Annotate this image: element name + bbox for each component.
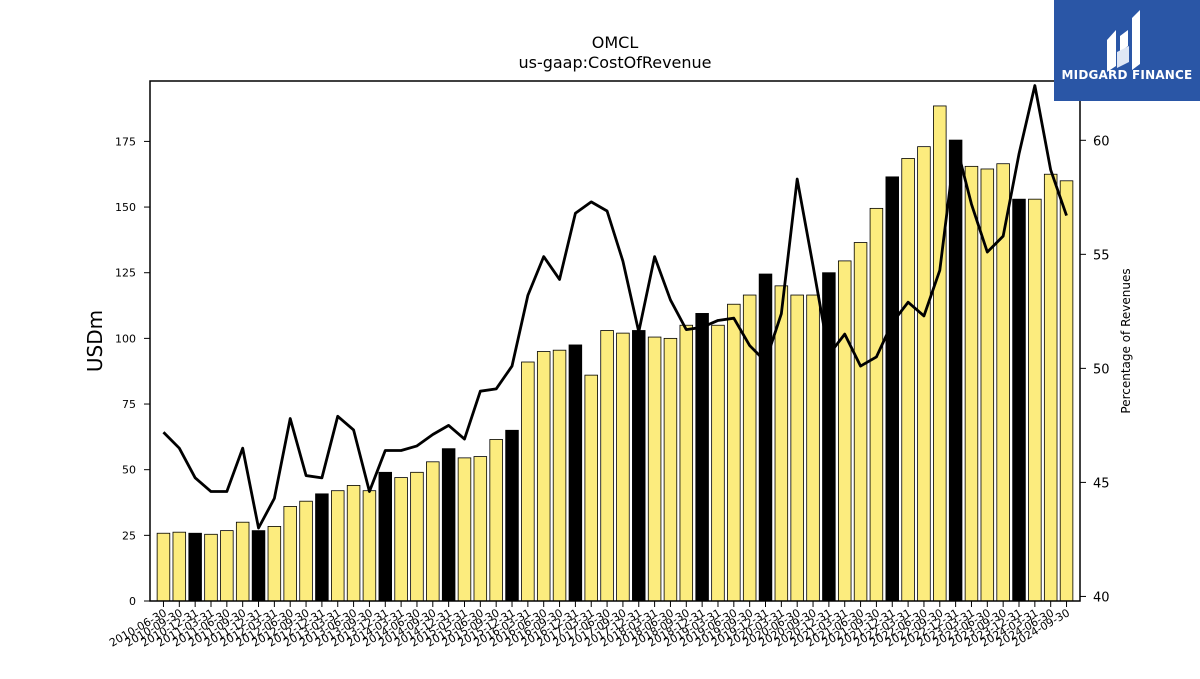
x-axis: 2010-06-302010-09-302010-12-312011-03-31… [107, 601, 1072, 650]
bar [616, 332, 630, 602]
bar [632, 330, 646, 602]
bar [505, 429, 519, 602]
bar [600, 330, 614, 602]
y-tick-label: 150 [115, 201, 136, 214]
line-series [162, 84, 1068, 530]
y2-tick-label: 45 [1093, 476, 1110, 491]
bar [552, 349, 567, 602]
brand-logo: MIDGARD FINANCE [1054, 0, 1200, 101]
bar [948, 139, 963, 602]
bar [1028, 198, 1042, 602]
bar [568, 344, 583, 602]
y-tick-label: 25 [122, 529, 136, 542]
bar [283, 506, 297, 602]
bar [251, 530, 266, 602]
y2-tick-label: 50 [1093, 362, 1110, 377]
bar [806, 294, 820, 602]
bar [473, 456, 488, 602]
bar [1059, 180, 1074, 602]
bar [267, 526, 282, 602]
bar [917, 146, 931, 602]
bar [774, 285, 789, 602]
y-axis-left: 0 25 50 75 100 125 150 175 [115, 135, 150, 608]
bar [457, 457, 472, 602]
bar [220, 530, 234, 602]
bar [853, 242, 868, 602]
y-tick-label: 0 [129, 595, 136, 608]
bar [695, 313, 709, 602]
bar [315, 493, 329, 602]
y-tick-label: 100 [115, 332, 136, 345]
series-line [162, 84, 1068, 530]
bar [362, 490, 377, 602]
bar [331, 490, 345, 602]
bar [235, 521, 250, 602]
y2-tick-label: 60 [1093, 134, 1110, 149]
y-tick-label: 125 [115, 267, 136, 280]
brand-name: MIDGARD FINANCE [1061, 68, 1193, 82]
y-tick-label: 50 [122, 464, 136, 477]
y-tick-label: 175 [115, 135, 136, 148]
y2-tick-label: 40 [1093, 590, 1110, 605]
y-tick-label: 75 [122, 398, 136, 411]
bar [742, 294, 757, 602]
bar [727, 303, 741, 602]
bar [1012, 198, 1026, 602]
bar [584, 374, 598, 602]
bar [204, 533, 218, 602]
plot-frame [149, 80, 1081, 602]
bar [933, 105, 947, 602]
bar [758, 273, 773, 602]
midgard-logo-icon [1107, 10, 1140, 72]
bar [647, 336, 662, 602]
bar [901, 158, 915, 602]
bar [885, 176, 899, 602]
bar [346, 485, 361, 602]
bar [711, 324, 725, 602]
bar [521, 361, 535, 602]
y2-tick-label: 55 [1093, 248, 1110, 263]
bar [410, 471, 424, 602]
bar [980, 168, 995, 602]
bar [156, 532, 171, 602]
bar [837, 260, 852, 602]
y-axis-right: 40 45 50 55 60 [1080, 134, 1110, 605]
bar [172, 531, 187, 602]
bar [299, 500, 313, 602]
bar [869, 207, 884, 602]
bar [790, 294, 804, 602]
bar [441, 448, 456, 602]
bar [536, 351, 551, 602]
chart-subtitle: us-gaap:CostOfRevenue [518, 53, 711, 72]
bar [378, 471, 393, 602]
y-axis-label: USDm [83, 310, 107, 372]
bar [1043, 173, 1058, 602]
bar [188, 532, 202, 602]
bar-series [156, 105, 1074, 602]
bar [663, 337, 678, 602]
bar [394, 477, 408, 602]
axes [149, 80, 1081, 602]
bar [964, 165, 979, 602]
bar [679, 324, 694, 602]
bar [426, 461, 440, 602]
bar [489, 439, 503, 602]
chart-title: OMCL [592, 33, 639, 52]
y2-axis-label: Percentage of Revenues [1119, 268, 1133, 413]
